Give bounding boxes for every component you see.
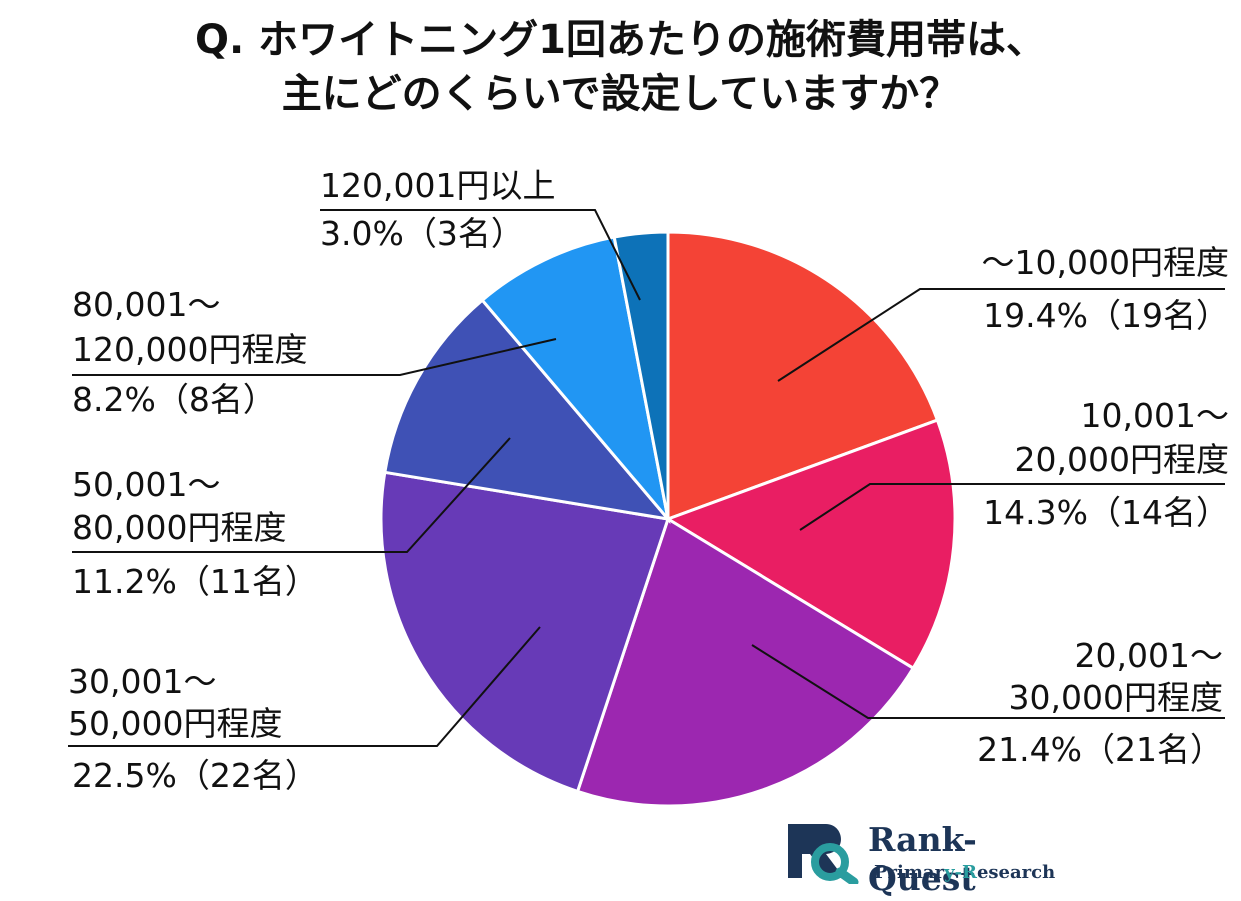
leader-line-s3 bbox=[68, 626, 541, 747]
leader-line-s5 bbox=[72, 338, 557, 376]
pie-slice-4 bbox=[383, 298, 672, 522]
leader-line-s6 bbox=[320, 209, 641, 301]
label-s0-value: 19.4%（19名） bbox=[983, 296, 1229, 335]
label-s1-line2: 20,000円程度 bbox=[1014, 440, 1229, 479]
label-s6-value: 3.0%（3名） bbox=[320, 214, 524, 253]
label-s4-line1: 50,001〜 bbox=[72, 465, 221, 504]
pie-slice-1 bbox=[664, 418, 957, 671]
chart-title-line2: 主にどのくらいで設定していますか？ bbox=[281, 71, 960, 117]
leader-line-s0 bbox=[777, 288, 1225, 382]
leader-line-s2 bbox=[751, 644, 1225, 719]
label-s5-line2: 120,000円程度 bbox=[72, 330, 308, 369]
logo-brand-text: Rank-Quest bbox=[868, 820, 977, 898]
pie-slice-0 bbox=[666, 230, 940, 522]
pie-slice-3 bbox=[379, 470, 670, 794]
label-s6-category: 120,001円以上 bbox=[320, 166, 556, 205]
pie-slice-5 bbox=[480, 235, 671, 525]
label-s3-line2: 50,000円程度 bbox=[68, 704, 283, 743]
label-s4-line2: 80,000円程度 bbox=[72, 508, 287, 547]
pie-slice-6 bbox=[612, 230, 670, 520]
leader-line-s4 bbox=[72, 437, 511, 553]
label-s2-line2: 30,000円程度 bbox=[1008, 678, 1223, 717]
label-s0-category: 〜10,000円程度 bbox=[981, 243, 1229, 282]
label-s5-value: 8.2%（8名） bbox=[72, 380, 276, 419]
logo-mark-icon bbox=[788, 824, 859, 887]
logo-tagline: Primary-Research bbox=[874, 862, 1056, 883]
leader-line-s1 bbox=[799, 483, 1225, 531]
rank-quest-logo: Rank-Quest Primary-Research bbox=[782, 818, 1082, 898]
label-s4-value: 11.2%（11名） bbox=[72, 562, 318, 601]
label-s1-line1: 10,001〜 bbox=[1080, 396, 1229, 435]
label-s5-line1: 80,001〜 bbox=[72, 285, 221, 324]
pie-slice-2 bbox=[575, 516, 916, 808]
chart-title-line1: Q. ホワイトニング1回あたりの施術費用帯は、 bbox=[195, 17, 1046, 63]
label-s2-value: 21.4%（21名） bbox=[977, 730, 1223, 769]
label-s1-value: 14.3%（14名） bbox=[983, 493, 1229, 532]
label-s2-line1: 20,001〜 bbox=[1074, 636, 1223, 675]
label-s3-value: 22.5%（22名） bbox=[72, 756, 318, 795]
label-s3-line1: 30,001〜 bbox=[68, 662, 217, 701]
